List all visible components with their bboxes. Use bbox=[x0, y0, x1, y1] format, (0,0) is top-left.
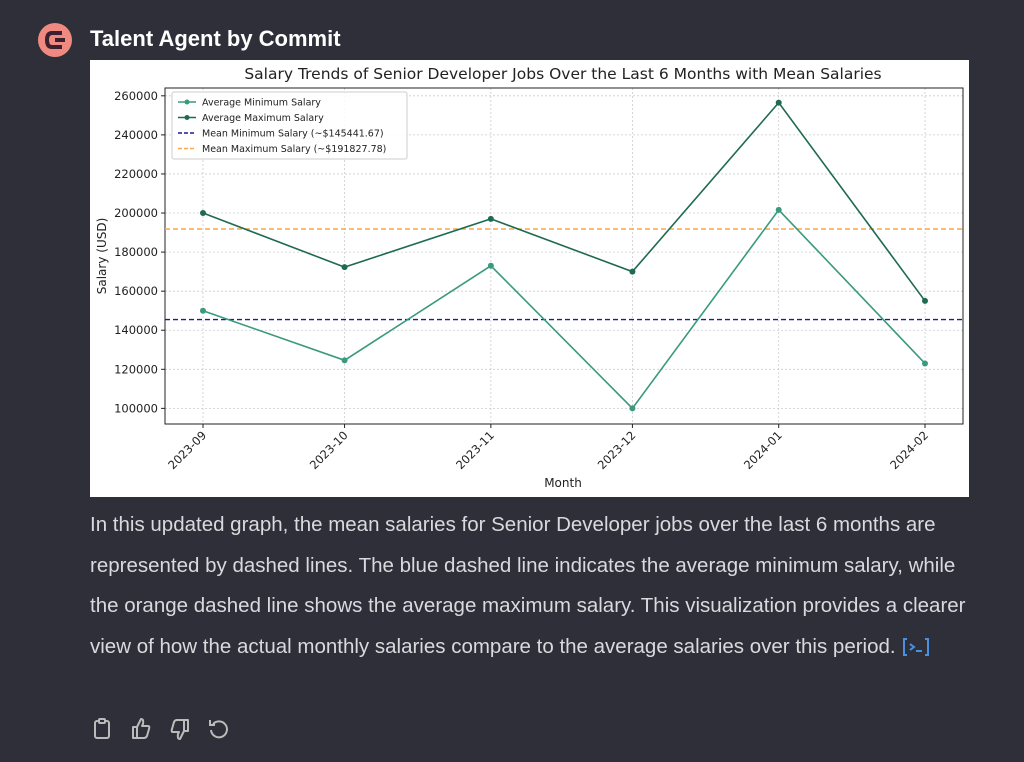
y-tick-label: 180000 bbox=[114, 245, 158, 259]
data-point bbox=[775, 99, 782, 106]
legend-marker bbox=[184, 115, 190, 120]
x-tick-label: 2023-11 bbox=[453, 428, 497, 472]
x-axis-label: Month bbox=[544, 476, 582, 490]
y-tick-label: 240000 bbox=[114, 128, 158, 142]
y-tick-label: 100000 bbox=[114, 401, 158, 415]
y-tick-label: 260000 bbox=[114, 89, 158, 103]
legend-marker bbox=[184, 99, 190, 105]
data-point bbox=[341, 264, 348, 271]
y-tick-label: 220000 bbox=[114, 167, 158, 181]
legend-box bbox=[171, 91, 408, 160]
y-tick-label: 200000 bbox=[114, 206, 158, 220]
data-point bbox=[200, 307, 206, 314]
x-tick-label: 2023-09 bbox=[165, 428, 209, 472]
x-tick-label: 2024-02 bbox=[887, 428, 931, 472]
x-tick-label: 2024-01 bbox=[741, 428, 785, 472]
data-point bbox=[922, 297, 928, 304]
legend-label: Average Maximum Salary bbox=[202, 113, 324, 124]
data-point bbox=[775, 206, 782, 213]
data-point bbox=[341, 357, 348, 364]
y-axis-label: Salary (USD) bbox=[95, 218, 109, 295]
regenerate-button[interactable] bbox=[207, 716, 231, 742]
legend-label: Mean Maximum Salary (~$191827.78) bbox=[202, 144, 386, 155]
assistant-name[interactable]: Talent Agent by Commit bbox=[90, 26, 341, 51]
y-tick-label: 160000 bbox=[114, 284, 158, 298]
copy-button[interactable] bbox=[90, 716, 114, 742]
y-tick-label: 120000 bbox=[114, 362, 158, 376]
chart-title: Salary Trends of Senior Developer Jobs O… bbox=[244, 65, 881, 83]
x-tick-label: 2023-10 bbox=[307, 428, 351, 472]
data-point bbox=[629, 268, 636, 275]
data-point bbox=[200, 210, 206, 217]
y-tick-label: 140000 bbox=[114, 323, 158, 337]
legend: Average Minimum Salary Average Maximum Sa… bbox=[171, 91, 408, 160]
series-line bbox=[202, 208, 926, 410]
x-tick-label: 2023-12 bbox=[595, 428, 639, 472]
message-actions bbox=[90, 716, 231, 742]
chart: Salary Trends of Senior Developer Jobs O… bbox=[95, 65, 964, 490]
data-point bbox=[629, 405, 636, 412]
chart-image: Salary Trends of Senior Developer Jobs O… bbox=[90, 60, 969, 497]
avatar[interactable] bbox=[38, 23, 72, 57]
data-point bbox=[487, 262, 494, 269]
message-paragraph: In this updated graph, the mean salaries… bbox=[90, 513, 966, 658]
message-text: In this updated graph, the mean salaries… bbox=[90, 505, 980, 667]
thumbs-up-button[interactable] bbox=[129, 716, 153, 742]
plot-frame bbox=[164, 87, 964, 425]
thumbs-down-button[interactable] bbox=[168, 716, 192, 742]
legend-label: Average Minimum Salary bbox=[202, 98, 321, 109]
data-point bbox=[922, 360, 928, 367]
legend-label: Mean Minimum Salary (~$145441.67) bbox=[202, 129, 384, 140]
code-citation[interactable] bbox=[901, 635, 931, 659]
data-point bbox=[487, 215, 494, 222]
series-line bbox=[202, 101, 926, 302]
